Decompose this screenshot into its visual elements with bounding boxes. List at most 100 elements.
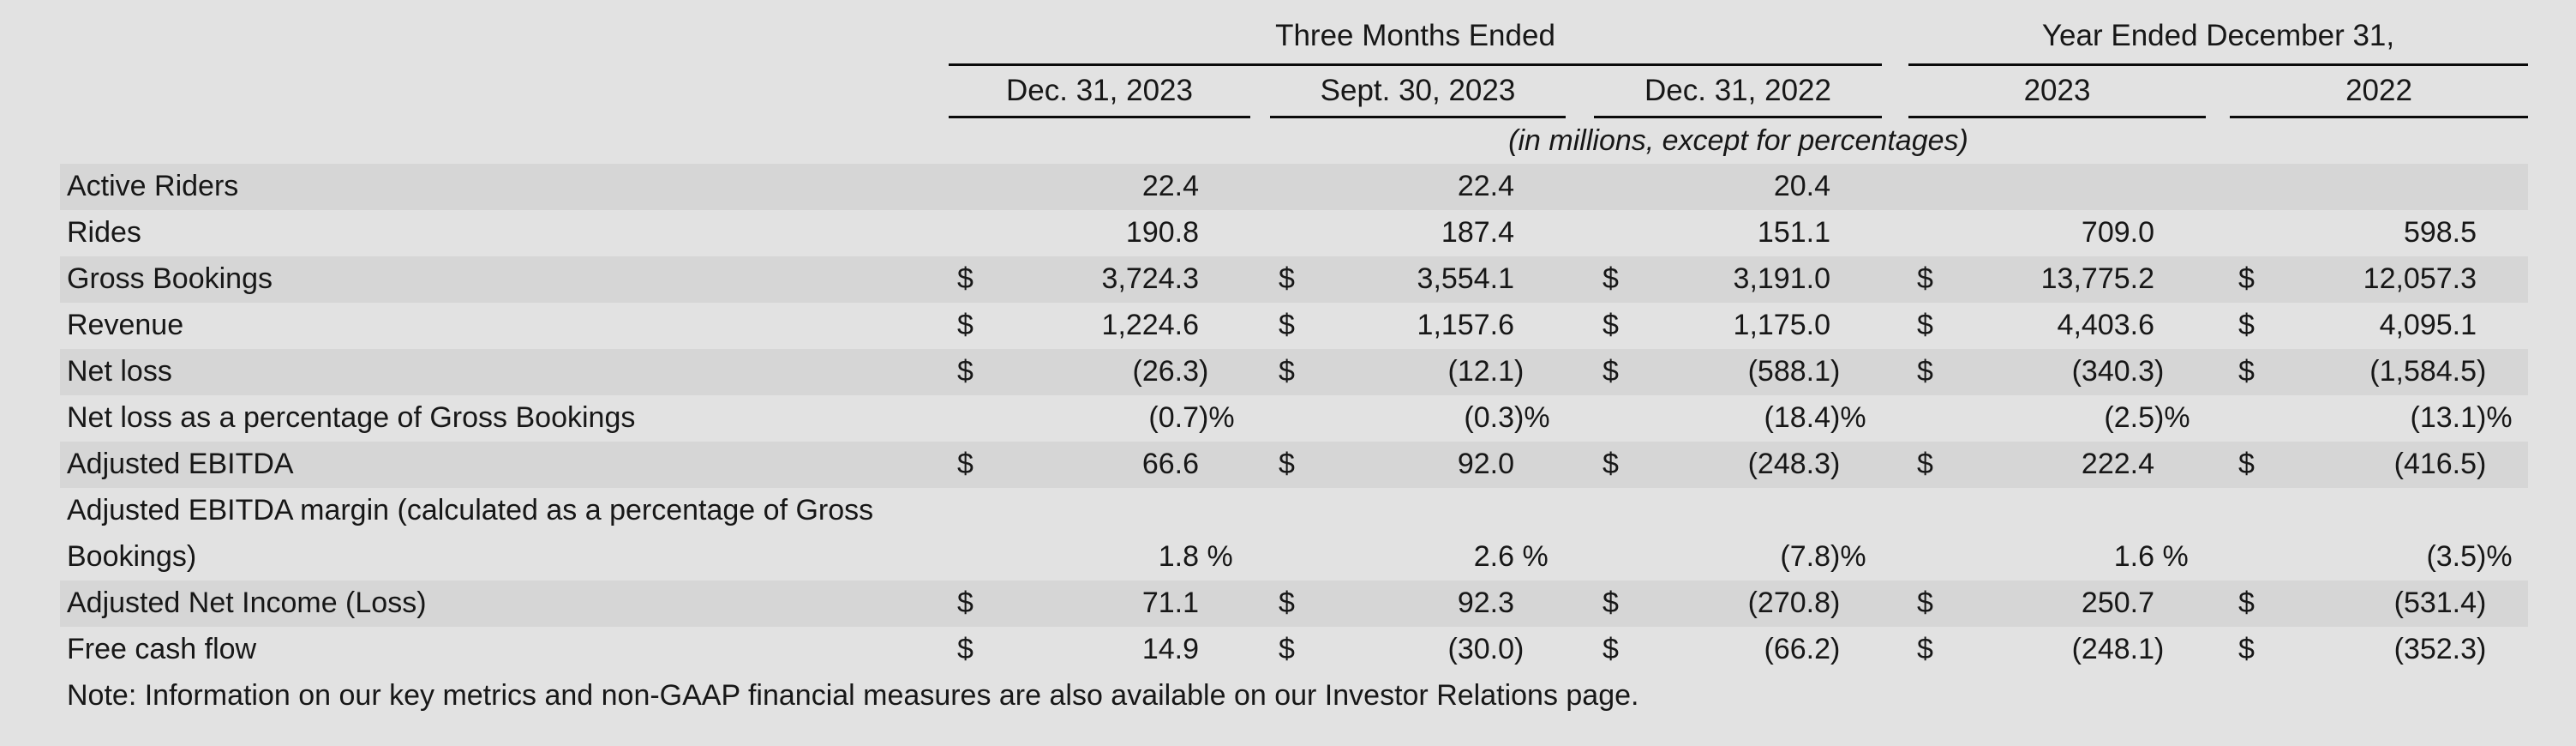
dollar-cell: $: [949, 581, 996, 627]
value-cell: (248.1): [1956, 627, 2206, 673]
cell-suffix: )%: [1830, 540, 1866, 574]
dollar-cell: $: [949, 256, 996, 303]
value-wrap: (340.3): [1956, 355, 2206, 388]
dollar-cell: [1908, 164, 1956, 210]
row-label-continued: Bookings): [67, 540, 197, 574]
dollar-cell: [949, 210, 996, 256]
value-cell: 187.4: [1317, 210, 1566, 256]
column-gap: [1882, 210, 1908, 256]
value-wrap: (2.5)%: [1956, 401, 2206, 435]
value-wrap: (1,584.5): [2277, 355, 2528, 388]
value-wrap: 20.4: [1641, 170, 1882, 203]
cell-number: (66.2: [1764, 633, 1831, 666]
key-metrics-table: Three Months Ended Year Ended December 3…: [60, 2, 2529, 719]
cell-number: (26.3: [1132, 355, 1200, 388]
column-gap: [2206, 581, 2230, 627]
dollar-cell: [949, 164, 996, 210]
dollar-cell: [2230, 395, 2277, 442]
column-gap: [1882, 581, 1908, 627]
row-label: Gross Bookings: [60, 256, 949, 303]
value-wrap: 598.5: [2277, 216, 2528, 250]
value-wrap: (352.3): [2277, 633, 2528, 666]
cell-suffix: ): [1514, 355, 1525, 388]
cell-suffix: ): [1830, 633, 1841, 666]
row-label: Adjusted Net Income (Loss): [60, 581, 949, 627]
column-gap: [1566, 395, 1594, 442]
dollar-cell: $: [957, 633, 973, 666]
value-cell: (588.1): [1641, 349, 1882, 395]
group-header-row: Three Months Ended Year Ended December 3…: [60, 2, 2529, 66]
value-cell: 1.8 %: [996, 534, 1250, 581]
value-cell: (0.7)%: [996, 395, 1250, 442]
column-gap: [2206, 442, 2230, 488]
column-gap: [2206, 395, 2230, 442]
cell-suffix: %: [1199, 540, 1233, 574]
dollar-cell: [2230, 534, 2277, 581]
value-wrap: 92.0: [1317, 448, 1566, 481]
column-gap: [2206, 627, 2230, 673]
value-cell: 598.5: [2277, 210, 2528, 256]
cell-number: (352.3: [2393, 633, 2477, 666]
cell-number: 190.8: [1125, 216, 1199, 250]
cell-suffix: %: [2154, 540, 2189, 574]
cell-suffix: %: [1514, 540, 1549, 574]
column-gap: [1566, 210, 1594, 256]
dollar-cell: [1908, 210, 1956, 256]
table-row: Net loss as a percentage of Gross Bookin…: [60, 395, 2528, 442]
dollar-cell: [2230, 164, 2277, 210]
column-gap: [1250, 303, 1270, 349]
group-header-three-months-ended: Three Months Ended: [949, 2, 1882, 66]
cell-suffix: ): [2477, 448, 2487, 481]
dollar-cell: [949, 534, 996, 581]
value-cell: (352.3): [2277, 627, 2528, 673]
value-wrap: 71.1: [996, 587, 1250, 620]
dollar-cell: $: [2230, 581, 2277, 627]
dollar-cell: $: [1603, 309, 1619, 342]
value-wrap: 187.4: [1317, 216, 1566, 250]
cell-number: 22.4: [1457, 170, 1514, 203]
cell-number: (270.8: [1747, 587, 1830, 620]
dollar-cell: $: [2230, 442, 2277, 488]
cell-number: (2.5: [2104, 401, 2154, 435]
value-cell: (3.5)%: [2277, 534, 2528, 581]
dollar-cell: $: [1594, 442, 1641, 488]
value-wrap: 22.4: [1317, 170, 1566, 203]
cell-number: (1,584.5: [2369, 355, 2477, 388]
value-cell: 1,224.6: [996, 303, 1250, 349]
dollar-cell: $: [949, 349, 996, 395]
column-gap: [1882, 66, 1908, 118]
cell-number: 598.5: [2403, 216, 2477, 250]
cell-number: (12.1: [1447, 355, 1515, 388]
value-cell: 66.6: [996, 442, 1250, 488]
column-gap: [1882, 627, 1908, 673]
value-wrap: 250.7: [1956, 587, 2206, 620]
cell-suffix: )%: [2154, 401, 2190, 435]
dollar-cell: $: [2230, 349, 2277, 395]
value-cell: 1,175.0: [1641, 303, 1882, 349]
value-cell: 22.4: [1317, 164, 1566, 210]
column-gap: [1566, 256, 1594, 303]
cell-number: (248.1: [2071, 633, 2154, 666]
table-row: Bookings) 1.8 % 2.6 % (7.8)% 1.6 % (3.5)%: [60, 534, 2528, 581]
value-cell: [2277, 164, 2529, 210]
value-cell: (340.3): [1956, 349, 2206, 395]
dollar-cell: [1270, 395, 1317, 442]
value-wrap: (248.1): [1956, 633, 2206, 666]
cell-number: 187.4: [1441, 216, 1514, 250]
cell-number: 13,775.2: [2040, 262, 2154, 296]
value-cell: 3,724.3: [996, 256, 1250, 303]
cell-number: (13.1: [2410, 401, 2477, 435]
value-wrap: (18.4)%: [1641, 401, 1882, 435]
value-wrap: 1.6 %: [1956, 540, 2206, 574]
col-header-year-2023: 2023: [1908, 66, 2206, 118]
table-row: Revenue $1,224.6 $1,157.6 $1,175.0 $4,403.6 $…: [60, 303, 2528, 349]
dollar-cell: $: [1603, 633, 1619, 666]
value-cell: 71.1: [996, 581, 1250, 627]
value-wrap: 151.1: [1641, 216, 1882, 250]
value-wrap: 4,403.6: [1956, 309, 2206, 342]
value-wrap: (0.3)%: [1317, 401, 1566, 435]
column-gap: [1250, 581, 1270, 627]
cell-number: 14.9: [1141, 633, 1199, 666]
footnote-row: Note: Information on our key metrics and…: [60, 673, 2528, 719]
dollar-cell: $: [1908, 581, 1956, 627]
